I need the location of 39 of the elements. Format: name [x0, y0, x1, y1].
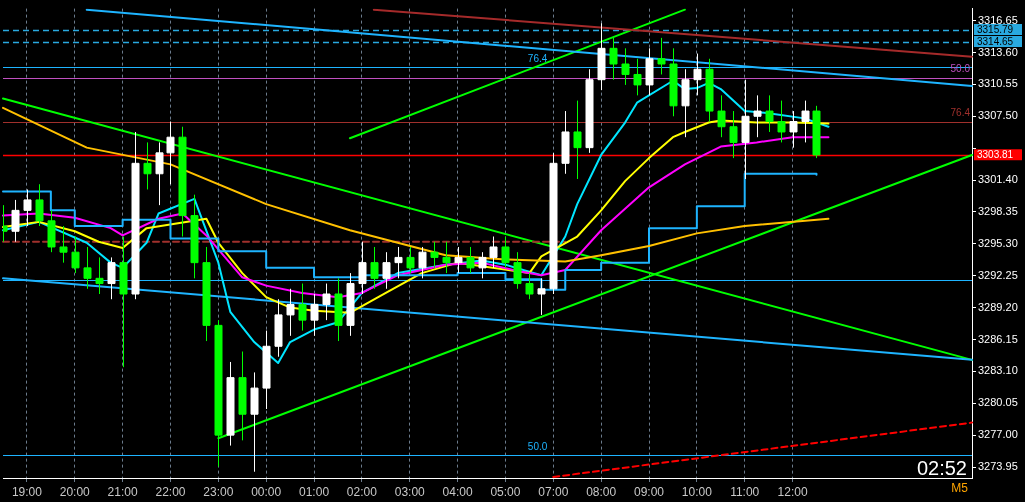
y-tick-label: 3273.95	[978, 460, 1018, 473]
y-tick-label: 3307.50	[978, 109, 1018, 122]
ref-line-label: 3314.65	[977, 35, 1014, 47]
y-tick-label: 3301.40	[978, 173, 1018, 186]
x-tick-label: 02:00	[346, 484, 378, 499]
y-tick-label: 3316.65	[978, 13, 1018, 26]
x-tick-label: 10:00	[681, 484, 713, 499]
x-tick-label: 09:00	[633, 484, 665, 499]
x-tick-label: 23:00	[203, 484, 234, 499]
annotation: 02:52	[916, 457, 967, 479]
y-tick-label: 3277.00	[978, 428, 1018, 441]
ref-line-label: 3315.79	[977, 23, 1014, 35]
x-tick-label: 12:00	[777, 484, 808, 499]
annotation: 76.4	[950, 107, 971, 119]
x-tick-label: 21:00	[107, 484, 138, 499]
x-tick-label: 05:00	[490, 484, 521, 499]
y-tick-label: 3280.05	[978, 396, 1018, 409]
x-tick-label: 19:00	[11, 484, 43, 499]
ref-line-label: 3303.81	[977, 149, 1014, 161]
x-tick-label: 08:00	[586, 484, 617, 499]
x-tick-label: 22:00	[155, 484, 186, 499]
y-tick-label: 3298.35	[978, 204, 1018, 217]
y-tick-label: 3295.30	[978, 236, 1018, 249]
x-tick-label: 04:00	[442, 484, 473, 499]
y-tick-label: 3292.25	[978, 268, 1018, 281]
y-tick-label: 3289.20	[978, 300, 1018, 313]
x-tick-label: 07:00	[538, 484, 569, 499]
annotation: 76.4	[527, 52, 548, 64]
text: M5	[951, 481, 969, 495]
x-tick-label: 11:00	[730, 484, 760, 499]
y-tick-label: 3286.15	[978, 332, 1018, 345]
x-tick-label: 01:00	[299, 484, 330, 499]
x-tick-label: 20:00	[59, 484, 91, 499]
y-tick-label: 3310.55	[978, 77, 1018, 90]
x-tick-label: 03:00	[394, 484, 426, 499]
x-tick-label: 00:00	[251, 484, 282, 499]
y-tick-label: 3283.10	[978, 364, 1018, 377]
annotation: 50.0	[527, 440, 548, 452]
y-tick-label: 3313.60	[978, 45, 1018, 58]
